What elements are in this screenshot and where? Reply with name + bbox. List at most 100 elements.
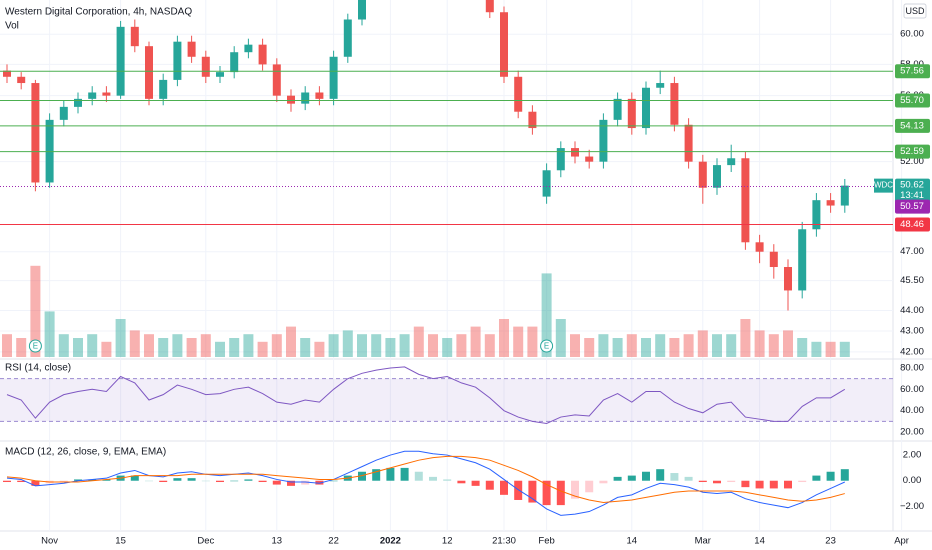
- macd-line: [6, 450, 846, 516]
- symbol-label: WDC: [874, 181, 893, 190]
- macd-histogram-bar: [542, 480, 551, 506]
- x-tick-label: 13: [272, 536, 283, 547]
- macd-histogram-bar: [755, 480, 764, 489]
- candle-body: [599, 119, 608, 162]
- volume-bar: [783, 330, 793, 357]
- candle-body: [812, 200, 821, 230]
- candle-body: [514, 76, 523, 112]
- macd-histogram-bar: [145, 480, 153, 482]
- candle-body: [500, 12, 508, 77]
- macd-line: [6, 455, 845, 504]
- macd-histogram-bar: [216, 480, 224, 483]
- candle-body: [17, 76, 26, 84]
- macd-histogram-bar: [258, 480, 267, 483]
- candle-body: [230, 52, 239, 73]
- volume-bar: [470, 326, 481, 357]
- candle-body: [3, 70, 11, 77]
- volume-bar: [612, 338, 623, 357]
- volume-bar: [555, 319, 566, 357]
- volume-bar: [172, 334, 183, 357]
- candle-body: [542, 170, 551, 197]
- rsi-tick-label: 80.00: [900, 362, 924, 373]
- candle-body: [840, 185, 849, 206]
- macd-histogram-bar: [599, 480, 608, 484]
- candle-body: [59, 106, 68, 120]
- macd-histogram-bar: [102, 479, 111, 481]
- candle-body: [585, 156, 594, 162]
- candle-body: [698, 161, 707, 188]
- candle-body: [656, 83, 665, 88]
- candle-body: [684, 124, 693, 162]
- macd-histogram-bar: [386, 467, 395, 481]
- volume-bar: [669, 338, 680, 357]
- candle-body: [244, 44, 253, 53]
- volume-bar: [30, 265, 41, 357]
- volume-bar: [413, 326, 424, 357]
- rsi-tick-label: 60.00: [900, 384, 924, 395]
- candle-body: [727, 158, 736, 166]
- volume-bar: [712, 334, 722, 357]
- y-tick-label: 42.00: [900, 346, 924, 357]
- candle-body: [102, 92, 111, 96]
- macd-histogram-bar: [59, 480, 68, 483]
- volume-bar: [357, 334, 367, 357]
- earnings-label: E: [544, 342, 549, 351]
- macd-histogram-bar: [130, 475, 139, 481]
- volume-bar: [129, 330, 140, 357]
- macd-histogram-bar: [287, 480, 295, 486]
- candle-body: [287, 95, 295, 104]
- earnings-marker: [540, 339, 554, 353]
- candle-body: [358, 0, 366, 20]
- candle-body: [670, 83, 679, 125]
- macd-histogram-bar: [571, 480, 579, 499]
- volume-bar: [101, 341, 112, 357]
- macd-histogram-bar: [613, 476, 622, 481]
- macd-label: MACD (12, 26, close, 9, EMA, EMA): [5, 447, 166, 458]
- volume-bar: [768, 334, 779, 357]
- macd-histogram-bar: [88, 479, 97, 481]
- candle-body: [826, 200, 835, 206]
- volume-label: Vol: [5, 21, 19, 32]
- level-label: 48.46: [900, 219, 924, 230]
- macd-histogram-bar: [798, 480, 807, 483]
- candle-body: [329, 56, 338, 99]
- last-price-label: 50.62: [900, 180, 924, 191]
- candle-body: [741, 158, 750, 243]
- macd-histogram-bar: [585, 480, 594, 493]
- volume-bar: [44, 311, 55, 357]
- level-tag: [895, 64, 930, 79]
- candle-body: [216, 72, 224, 77]
- extended-price-label: 50.57: [900, 201, 924, 212]
- macd-histogram-bar: [556, 480, 565, 506]
- macd-histogram-bar: [74, 479, 82, 481]
- y-tick-label: 60.00: [900, 29, 924, 40]
- volume-bar: [243, 334, 254, 357]
- rsi-tick-label: 40.00: [900, 405, 924, 416]
- overlay: 60.0058.0056.0052.0047.0045.5044.0043.00…: [0, 29, 930, 547]
- macd-histogram-bar: [358, 471, 366, 481]
- volume-bar: [442, 338, 453, 357]
- volume-bar: [328, 334, 339, 357]
- volume-bar: [115, 319, 126, 357]
- candle-body: [173, 41, 182, 80]
- currency-box[interactable]: [903, 3, 927, 19]
- x-tick-label: Feb: [538, 536, 554, 547]
- volume-bar: [797, 338, 808, 357]
- macd-histogram-bar: [627, 475, 636, 481]
- countdown-label: 13:41: [900, 190, 924, 201]
- candle-body: [343, 19, 352, 57]
- last-price-tag: [895, 178, 930, 203]
- macd-histogram-bar: [826, 471, 835, 481]
- level-label: 57.56: [900, 66, 924, 77]
- volume-bar: [342, 330, 353, 357]
- macd-histogram-bar: [784, 480, 792, 489]
- x-tick-label: 15: [115, 536, 126, 547]
- x-tick-label: 22: [328, 536, 339, 547]
- macd-histogram-bar: [471, 480, 480, 486]
- volume-bar: [200, 334, 211, 357]
- candle-body: [88, 92, 97, 99]
- macd-histogram-bar: [514, 480, 523, 500]
- volume-bar: [144, 334, 154, 357]
